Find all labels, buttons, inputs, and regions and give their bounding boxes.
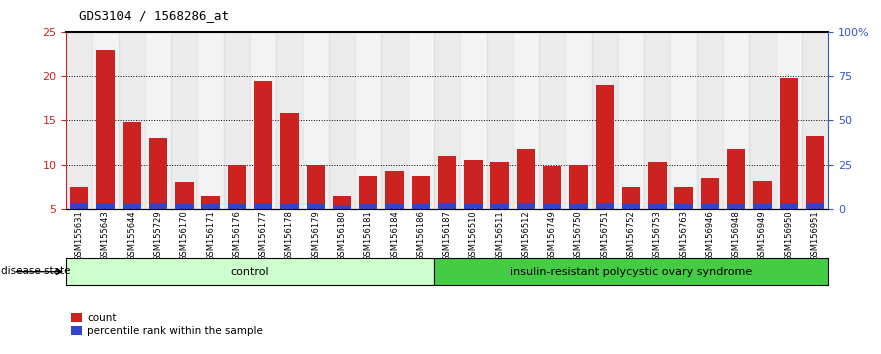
Bar xyxy=(144,32,171,209)
Bar xyxy=(381,32,408,209)
Bar xyxy=(517,202,535,209)
Bar xyxy=(66,32,93,209)
Bar xyxy=(670,32,697,209)
Bar xyxy=(355,32,381,209)
Bar xyxy=(697,32,723,209)
Bar xyxy=(93,32,119,209)
Text: disease state: disease state xyxy=(1,266,70,276)
Bar xyxy=(438,202,456,209)
Bar xyxy=(307,165,325,209)
Bar xyxy=(700,204,719,209)
Bar xyxy=(543,204,561,209)
Text: control: control xyxy=(231,267,270,277)
Bar xyxy=(202,195,219,209)
Bar xyxy=(385,205,403,209)
Bar xyxy=(224,32,250,209)
Bar xyxy=(119,32,144,209)
Bar xyxy=(727,204,745,209)
Bar xyxy=(333,205,352,209)
Bar xyxy=(438,156,456,209)
Bar xyxy=(517,149,535,209)
Bar xyxy=(359,176,377,209)
Bar xyxy=(727,149,745,209)
Bar xyxy=(66,258,434,285)
Bar xyxy=(202,205,219,209)
Bar xyxy=(802,32,828,209)
Bar xyxy=(675,187,692,209)
Bar xyxy=(149,202,167,209)
Bar xyxy=(753,204,772,209)
Bar xyxy=(434,32,460,209)
Text: insulin-resistant polycystic ovary syndrome: insulin-resistant polycystic ovary syndr… xyxy=(510,267,752,277)
Bar xyxy=(491,204,509,209)
Bar xyxy=(411,205,430,209)
Bar xyxy=(175,182,194,209)
Bar xyxy=(596,85,614,209)
Bar xyxy=(806,136,825,209)
Bar xyxy=(149,138,167,209)
Bar xyxy=(307,205,325,209)
Bar xyxy=(569,165,588,209)
Bar xyxy=(70,202,88,209)
Bar xyxy=(750,32,775,209)
Bar xyxy=(122,204,141,209)
Bar xyxy=(175,204,194,209)
Bar xyxy=(806,202,825,209)
Bar xyxy=(227,165,246,209)
Bar xyxy=(592,32,618,209)
Bar xyxy=(618,32,644,209)
Bar xyxy=(329,32,355,209)
Bar xyxy=(644,32,670,209)
Bar xyxy=(280,204,299,209)
Bar xyxy=(277,32,302,209)
Bar xyxy=(254,81,272,209)
Bar xyxy=(596,202,614,209)
Bar xyxy=(411,176,430,209)
Bar xyxy=(70,187,88,209)
Legend: count, percentile rank within the sample: count, percentile rank within the sample xyxy=(71,313,263,336)
Bar xyxy=(385,171,403,209)
Bar xyxy=(780,202,798,209)
Bar xyxy=(96,202,115,209)
Bar xyxy=(569,204,588,209)
Bar xyxy=(254,202,272,209)
Bar xyxy=(359,205,377,209)
Bar xyxy=(460,32,486,209)
Bar xyxy=(96,50,115,209)
Bar xyxy=(648,162,667,209)
Bar xyxy=(775,32,802,209)
Bar xyxy=(539,32,566,209)
Bar xyxy=(675,205,692,209)
Bar xyxy=(513,32,539,209)
Bar xyxy=(566,32,592,209)
Bar xyxy=(302,32,329,209)
Bar xyxy=(122,122,141,209)
Bar xyxy=(464,160,483,209)
Bar xyxy=(464,204,483,209)
Bar xyxy=(486,32,513,209)
Bar xyxy=(227,204,246,209)
Bar xyxy=(780,78,798,209)
Bar xyxy=(622,187,640,209)
Bar xyxy=(700,178,719,209)
Bar xyxy=(723,32,750,209)
Bar xyxy=(753,181,772,209)
Bar xyxy=(491,162,509,209)
Bar xyxy=(280,113,299,209)
Bar xyxy=(648,204,667,209)
Bar xyxy=(434,258,828,285)
Bar xyxy=(171,32,197,209)
Bar xyxy=(543,166,561,209)
Bar xyxy=(408,32,434,209)
Text: GDS3104 / 1568286_at: GDS3104 / 1568286_at xyxy=(79,9,229,22)
Bar xyxy=(333,195,352,209)
Bar xyxy=(250,32,277,209)
Bar xyxy=(197,32,224,209)
Bar xyxy=(622,204,640,209)
